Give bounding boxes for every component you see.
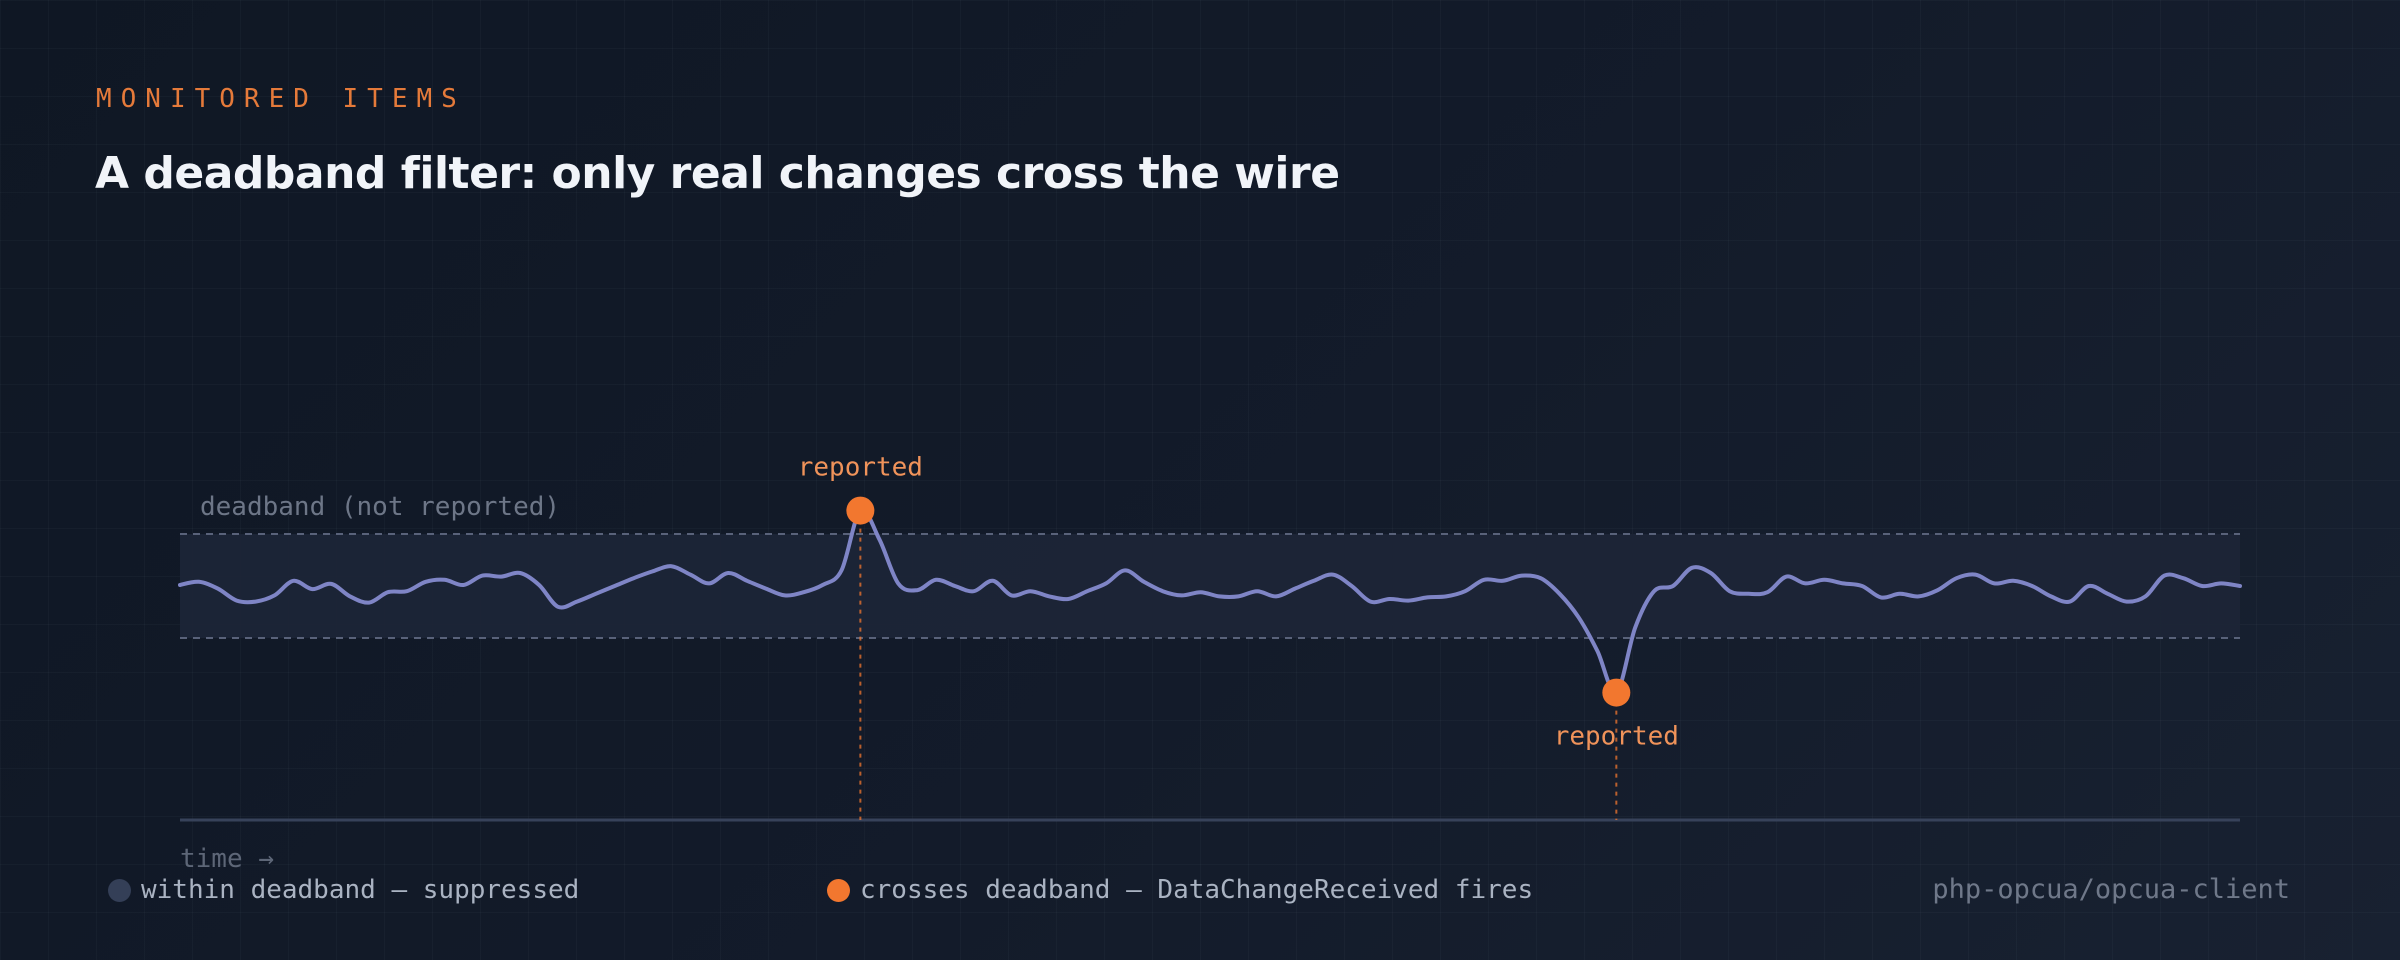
legend-fires-label: crosses deadband — DataChangeReceived fi…	[860, 875, 1534, 905]
suppressed-dot-icon	[108, 878, 131, 902]
signal-line	[178, 507, 2242, 695]
deadband-label: deadband (not reported)	[200, 492, 560, 522]
time-axis-label: time →	[180, 844, 274, 874]
reported-dots: reported reported	[798, 453, 1679, 752]
reported-point	[846, 496, 875, 525]
reported-point	[1602, 678, 1631, 707]
legend-suppressed-label: within deadband — suppressed	[141, 875, 580, 905]
section-eyebrow: MONITORED ITEMS	[96, 84, 466, 114]
legend-suppressed: within deadband — suppressed	[108, 872, 579, 908]
reported-label: reported	[798, 453, 923, 483]
repo-name: php-opcua/opcua-client	[1932, 874, 2290, 905]
fires-dot-icon	[827, 878, 850, 902]
legend-fires: crosses deadband — DataChangeReceived fi…	[827, 872, 1533, 908]
page-title: A deadband filter: only real changes cro…	[95, 148, 1340, 199]
deadband-band	[180, 534, 2240, 638]
reported-markers	[859, 510, 1618, 820]
reported-label: reported	[1554, 722, 1679, 752]
